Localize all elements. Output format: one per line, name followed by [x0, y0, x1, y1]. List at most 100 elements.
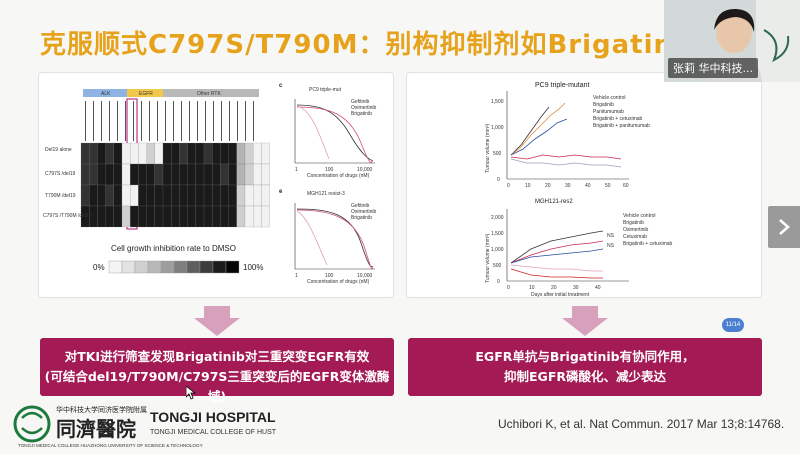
page-badge[interactable]: 11/14 [722, 318, 744, 332]
right-conclusion-line1: EGFR单抗与Brigatinib有协同作用， [475, 349, 695, 364]
logo-top-line: 华中科技大学同济医学院附属 [56, 405, 147, 414]
heatmap-cell [171, 184, 180, 207]
bottom-chart-ylabel: Tumour volume (mm³) [485, 233, 491, 283]
heatmap-cell [253, 142, 262, 165]
heatmap-cell [89, 163, 98, 186]
row-label-t790m-del19: T790M /del19 [45, 193, 76, 199]
heatmap-cell [212, 163, 221, 186]
bottom-xtick-20: 20 [551, 285, 557, 291]
presenter-name: 张莉 华中科技... [668, 58, 758, 78]
heatmap-cell [97, 163, 106, 186]
heatmap-cell [89, 142, 98, 165]
heatmap-cell [236, 142, 246, 165]
heatmap-cell [121, 184, 131, 207]
hospital-logo: 华中科技大学同济医学院附属 同濟醫院 TONGJI HOSPITAL TONGJ… [12, 400, 282, 450]
top-chart-ylabel: Tumour volume (mm³) [485, 123, 491, 173]
top-chart-legend: Vehicle control Brigatinib Panitumumab B… [593, 95, 650, 129]
heatmap-cell [138, 142, 147, 165]
heatmap-figure-panel: ALK EGFR Other RTK Del19 [38, 72, 394, 298]
bottom-ytick-1000: 1,000 [491, 247, 504, 253]
logo-cn-name: 同濟醫院 [56, 417, 136, 441]
curve-e-legend-2: Brigatinib [351, 215, 372, 221]
top-legend-4: Brigatinib + panitumumab [593, 123, 650, 129]
top-xtick-20: 20 [545, 183, 551, 189]
heatmap-cell [105, 142, 114, 165]
heatmap-cell [220, 142, 229, 165]
heatmap-cell [187, 184, 196, 207]
heatmap-cell [261, 163, 270, 186]
logo-en-full: TONGJI MEDICAL COLLEGE HUAZHONG UNIVERSI… [18, 443, 203, 448]
slide-title: 克服顺式C797S/T790M：别构抑制剂如Brigatinib [40, 30, 703, 60]
heatmap-cell [228, 142, 237, 165]
group-label-other-rtk: Other RTK [197, 91, 221, 97]
heatmap-cell [187, 142, 196, 165]
presenter-video[interactable]: 张莉 华中科技... [664, 0, 800, 82]
gradient-legend [108, 260, 240, 274]
curve-e-plot [294, 203, 375, 270]
top-ytick-500: 500 [493, 151, 502, 157]
bottom-xtick-10: 10 [529, 285, 535, 291]
curve-c-legend-1: Osimertinib [351, 105, 377, 111]
tumour-figure: PC9 triple-mutant Tumour volume (mm³) 0 … [485, 82, 673, 298]
chevron-right-icon [779, 219, 790, 235]
heatmap-cell [138, 163, 147, 186]
heatmap-cell [203, 184, 213, 207]
heatmap-cell [146, 163, 155, 186]
top-legend-3: Brigatinib + cetuximab [593, 116, 643, 122]
heatmap-cell [187, 205, 196, 228]
right-conclusion-box: EGFR单抗与Brigatinib有协同作用， 抑制EGFR磷酸化、减少表达 [408, 338, 762, 396]
heatmap-cell [236, 184, 246, 207]
heatmap-cell [113, 184, 123, 207]
heatmap-figure: ALK EGFR Other RTK Del19 [43, 83, 377, 285]
heatmap-cell [146, 205, 155, 228]
heatmap-cell [220, 163, 229, 186]
bottom-chart-series [510, 230, 604, 279]
bottom-xtick-30: 30 [573, 285, 579, 291]
heatmap-cell [244, 163, 254, 186]
heatmap-cell [130, 142, 139, 165]
heatmap-cell [261, 142, 270, 165]
citation: Uchibori K, et al. Nat Commun. 2017 Mar … [498, 417, 785, 431]
bottom-ytick-1500: 1,500 [491, 231, 504, 237]
heatmap-cell [261, 205, 270, 228]
heatmap-cell [203, 163, 213, 186]
heatmap-cell [105, 205, 114, 228]
bottom-chart-xlabel: Days after initial treatment [531, 292, 590, 298]
row-label-triple: C797S /T790M /del19 [43, 213, 92, 219]
curve-c-plot [294, 99, 375, 164]
curve-c-title: PC9 triple-mut [309, 87, 342, 93]
down-arrow-icon [194, 306, 240, 336]
logo-en-name: TONGJI HOSPITAL [150, 409, 276, 425]
bottom-legend-0: Vehicle control [623, 213, 656, 219]
next-slide-button[interactable] [768, 206, 800, 248]
heatmap-cell [105, 163, 114, 186]
heatmap-cell [154, 184, 164, 207]
heatmap-cell [146, 142, 155, 165]
heatmap-cell [253, 163, 262, 186]
heatmap-cell [171, 142, 180, 165]
heatmap-cell [228, 184, 237, 207]
heatmap-cell [130, 205, 139, 228]
heatmap-cell [138, 205, 147, 228]
heatmap-cell [179, 205, 188, 228]
heatmap-cell [162, 205, 172, 228]
heatmap-cell [130, 163, 139, 186]
curve-e-xlabel: Concentration of drugs (nM) [307, 279, 370, 285]
heatmap-grid [80, 142, 270, 228]
heatmap-cell [89, 184, 98, 207]
bottom-ytick-2000: 2,000 [491, 215, 504, 221]
heatmap-cell [154, 142, 164, 165]
heatmap-cell [105, 184, 114, 207]
heatmap-cell [179, 163, 188, 186]
heatmap-cell [97, 184, 106, 207]
curve-e-xtick-100: 100 [325, 273, 334, 279]
bottom-ytick-0: 0 [497, 279, 500, 285]
heatmap-cell [154, 205, 164, 228]
heatmap-cell [220, 184, 229, 207]
heatmap-cell [97, 142, 106, 165]
heatmap-cell [179, 184, 188, 207]
curve-e-xtick-1: 1 [295, 273, 298, 279]
heatmap-cell [228, 163, 237, 186]
top-chart-title: PC9 triple-mutant [535, 82, 590, 89]
heatmap-cell [121, 142, 131, 165]
